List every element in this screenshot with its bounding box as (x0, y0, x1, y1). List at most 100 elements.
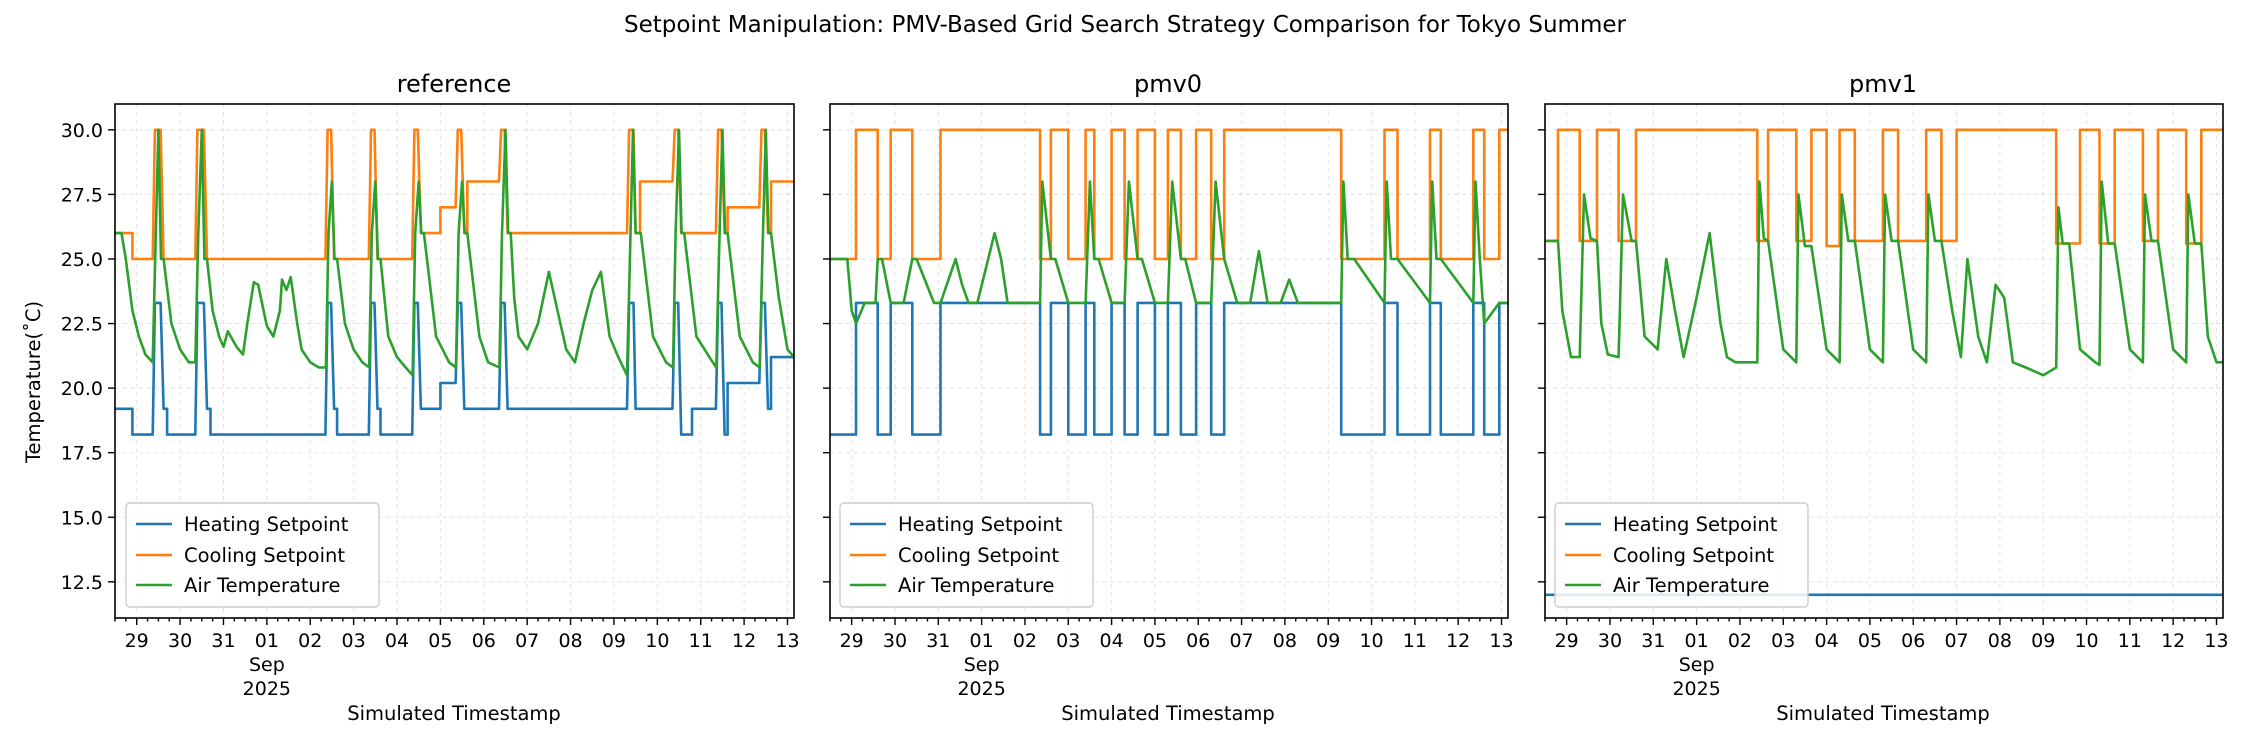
legend-label-air: Air Temperature (1613, 574, 1770, 597)
x-tick-label: 01 (255, 630, 279, 652)
x-tick-label: 06 (1186, 630, 1210, 652)
x-tick-label: 29 (125, 630, 149, 652)
legend: Heating Setpoint Cooling Setpoint Air Te… (1554, 502, 1809, 608)
x-tick-sublabel: Sep (1679, 654, 1715, 676)
figure-suptitle: Setpoint Manipulation: PMV-Based Grid Se… (624, 12, 1626, 38)
panel-pmv1: pmv1 Simulated Timestamp Heating Setpoin… (1538, 70, 2229, 725)
x-tick-label: 13 (1489, 630, 1513, 652)
x-tick-label: 13 (775, 630, 799, 652)
x-tick-sublabel: 2025 (1672, 678, 1720, 700)
x-tick-label: 30 (168, 630, 192, 652)
x-tick-label: 05 (1858, 630, 1882, 652)
x-tick-label: 04 (1815, 630, 1839, 652)
x-tick-label: 13 (2204, 630, 2228, 652)
legend-box (1554, 502, 1809, 608)
x-tick-label: 02 (1013, 630, 1037, 652)
x-tick-label: 06 (1901, 630, 1925, 652)
plot-area (829, 103, 1509, 619)
x-tick-label: 30 (1598, 630, 1622, 652)
x-tick-sublabel: Sep (964, 654, 1000, 676)
x-axis-label: Simulated Timestamp (347, 702, 561, 725)
x-tick-label: 07 (515, 630, 539, 652)
plot-area (1544, 103, 2224, 619)
x-tick-label: 04 (1100, 630, 1124, 652)
panel-reference: reference Simulated Timestamp Temperatur… (22, 70, 800, 725)
y-tick-label: 12.5 (61, 572, 103, 594)
x-tick-sublabel: 2025 (957, 678, 1005, 700)
x-tick-label: 09 (2031, 630, 2055, 652)
plot-area (114, 103, 795, 619)
x-tick-label: 02 (1728, 630, 1752, 652)
y-tick-label: 17.5 (61, 443, 103, 465)
x-tick-label: 05 (1143, 630, 1167, 652)
x-tick-label: 08 (1273, 630, 1297, 652)
axes-frame (114, 103, 795, 619)
x-tick-label: 03 (342, 630, 366, 652)
x-tick-label: 29 (840, 630, 864, 652)
x-tick-label: 11 (1403, 630, 1427, 652)
legend-label-heating: Heating Setpoint (898, 513, 1063, 536)
x-tick-label: 10 (1359, 630, 1383, 652)
x-tick-label: 10 (645, 630, 669, 652)
x-tick-sublabel: 2025 (243, 678, 291, 700)
x-tick-label: 09 (1316, 630, 1340, 652)
x-tick-label: 08 (558, 630, 582, 652)
y-tick-label: 15.0 (61, 507, 103, 529)
x-tick-label: 04 (385, 630, 409, 652)
x-tick-label: 11 (689, 630, 713, 652)
legend-label-heating: Heating Setpoint (184, 513, 349, 536)
x-tick-label: 31 (926, 630, 950, 652)
x-tick-label: 01 (970, 630, 994, 652)
x-tick-label: 12 (2161, 630, 2185, 652)
x-tick-label: 10 (2074, 630, 2098, 652)
x-tick-sublabel: Sep (249, 654, 285, 676)
x-tick-label: 07 (1944, 630, 1968, 652)
panel-pmv0: pmv0 Simulated Timestamp Heating Setpoin… (823, 70, 1514, 725)
cooling-setpoint-line (1545, 128, 2223, 248)
x-tick-label: 05 (428, 630, 452, 652)
y-tick-label: 20.0 (61, 378, 103, 400)
x-tick-label: 03 (1771, 630, 1795, 652)
y-tick-label: 25.0 (61, 249, 103, 271)
x-tick-label: 08 (1988, 630, 2012, 652)
x-tick-label: 09 (602, 630, 626, 652)
y-tick-label: 27.5 (61, 184, 103, 206)
legend-label-cooling: Cooling Setpoint (898, 544, 1059, 567)
x-tick-label: 06 (472, 630, 496, 652)
legend: Heating Setpoint Cooling Setpoint Air Te… (125, 502, 380, 608)
air-temperature-line (115, 128, 795, 377)
x-tick-label: 31 (1641, 630, 1665, 652)
x-tick-label: 07 (1229, 630, 1253, 652)
legend: Heating Setpoint Cooling Setpoint Air Te… (839, 502, 1094, 608)
x-tick-label: 12 (1446, 630, 1470, 652)
panel-title: pmv0 (1134, 70, 1202, 98)
legend-box (125, 502, 380, 608)
legend-label-air: Air Temperature (898, 574, 1055, 597)
panel-title: reference (397, 70, 512, 98)
legend-box (839, 502, 1094, 608)
y-tick-label: 22.5 (61, 314, 103, 336)
x-tick-label: 03 (1056, 630, 1080, 652)
axes-frame (1544, 103, 2224, 619)
x-tick-label: 29 (1555, 630, 1579, 652)
x-tick-label: 11 (2118, 630, 2142, 652)
x-tick-label: 12 (732, 630, 756, 652)
x-axis-label: Simulated Timestamp (1061, 702, 1275, 725)
air-temperature-line (830, 180, 1508, 325)
x-axis-label: Simulated Timestamp (1776, 702, 1990, 725)
panel-title: pmv1 (1849, 70, 1917, 98)
x-tick-label: 30 (883, 630, 907, 652)
x-tick-label: 02 (298, 630, 322, 652)
legend-label-cooling: Cooling Setpoint (1613, 544, 1774, 567)
cooling-setpoint-line (830, 128, 1508, 261)
x-tick-label: 31 (211, 630, 235, 652)
y-tick-label: 30.0 (61, 120, 103, 142)
axes-frame (829, 103, 1509, 619)
heating-setpoint-line (830, 301, 1508, 436)
legend-label-air: Air Temperature (184, 574, 341, 597)
y-axis-label: Temperature(˚C) (22, 301, 45, 464)
legend-label-heating: Heating Setpoint (1613, 513, 1778, 536)
air-temperature-line (1545, 180, 2223, 377)
legend-label-cooling: Cooling Setpoint (184, 544, 345, 567)
